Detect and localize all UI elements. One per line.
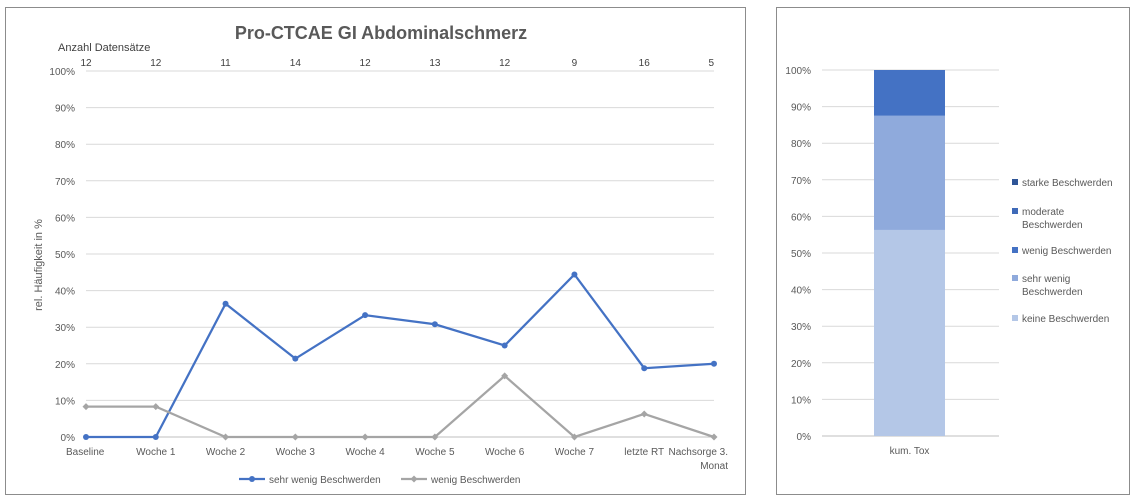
y-tick-label: 0%: [797, 432, 812, 443]
x-tick-label: kum. Tox: [890, 446, 930, 457]
data-point: [571, 271, 578, 278]
data-point: [222, 433, 230, 441]
legend-swatch: [1012, 179, 1018, 185]
y-tick-label: 100%: [785, 66, 811, 77]
data-point: [152, 434, 159, 440]
legend-swatch: [1012, 275, 1018, 281]
y-tick-label: 10%: [791, 395, 811, 406]
x-tick-label: letzte RT: [624, 447, 664, 458]
data-point: [501, 342, 508, 349]
x-tick-label: Woche 2: [206, 447, 246, 458]
data-point: [361, 433, 369, 441]
y-tick-label: 60%: [55, 213, 75, 224]
data-point: [431, 433, 439, 441]
y-tick-label: 100%: [49, 67, 75, 78]
y-tick-label: 90%: [791, 103, 811, 114]
x-tick-label: Woche 7: [555, 447, 595, 458]
data-point: [292, 355, 299, 362]
count-label: 11: [220, 58, 231, 69]
bar-segment: [874, 229, 945, 436]
bar-segment: [874, 70, 945, 116]
y-tick-label: 30%: [55, 323, 75, 334]
count-label: 13: [429, 58, 441, 69]
x-tick-label: Woche 6: [485, 447, 525, 458]
data-point: [362, 312, 369, 319]
legend-label: sehr wenig Beschwerden: [269, 475, 381, 486]
chart-title: Pro-CTCAE GI Abdominalschmerz: [235, 23, 527, 43]
x-tick-label: Baseline: [66, 447, 105, 458]
y-tick-label: 40%: [55, 287, 75, 298]
y-tick-label: 80%: [791, 139, 811, 150]
data-point: [501, 372, 509, 380]
data-point: [431, 321, 438, 328]
legend-swatch: [1012, 208, 1018, 214]
legend-label: wenig Beschwerden: [1021, 246, 1112, 257]
bar-segment: [874, 115, 945, 230]
top-axis-label: Anzahl Datensätze: [58, 42, 150, 54]
x-tick-label: Woche 1: [136, 447, 176, 458]
legend-marker: [249, 476, 255, 482]
count-label: 16: [639, 58, 651, 69]
stacked-bar-panel: 0% 10% 20% 30% 40% 50% 60% 70% 80% 90% 100% kum. T…: [776, 7, 1130, 495]
x-tick-label: Woche 5: [415, 447, 455, 458]
count-label: 12: [150, 58, 162, 69]
data-point: [570, 433, 578, 441]
line-chart-panel: Pro-CTCAE GI Abdominalschmerz Anzahl Dat…: [5, 7, 746, 495]
y-tick-label: 60%: [791, 212, 811, 223]
count-label: 12: [360, 58, 372, 69]
y-tick-label: 20%: [55, 360, 75, 371]
y-tick-label: 20%: [791, 359, 811, 370]
legend-label: moderate Beschwerden: [1022, 207, 1083, 231]
legend-label: keine Beschwerden: [1022, 314, 1109, 325]
data-point: [291, 433, 299, 441]
legend-swatch: [1012, 315, 1018, 321]
data-point: [222, 300, 229, 307]
stacked-bar-chart: 0% 10% 20% 30% 40% 50% 60% 70% 80% 90% 100% kum. T…: [785, 66, 1113, 457]
data-point: [711, 360, 717, 367]
data-point: [83, 434, 89, 440]
legend-label: sehr wenig Beschwerden: [1022, 274, 1083, 298]
y-tick-label: 70%: [791, 176, 811, 187]
legend-swatch: [1012, 247, 1018, 253]
x-tick-label: Woche 3: [276, 447, 316, 458]
legend-label: starke Beschwerden: [1022, 178, 1113, 189]
count-label: 12: [499, 58, 511, 69]
series-line: [86, 272, 715, 439]
legend-marker: [410, 475, 418, 483]
y-tick-label: 70%: [55, 177, 75, 188]
count-label: 14: [290, 58, 302, 69]
y-axis-title: rel. Häufigkeit in %: [33, 219, 45, 311]
count-label: 9: [572, 58, 578, 69]
y-tick-label: 80%: [55, 140, 75, 151]
legend-label: wenig Beschwerden: [430, 475, 521, 486]
series-line: [86, 374, 715, 439]
data-point: [82, 403, 90, 411]
data-point: [152, 403, 160, 411]
count-label: 5: [708, 58, 714, 69]
data-point: [640, 410, 648, 418]
data-point: [710, 433, 718, 441]
y-tick-label: 50%: [791, 249, 811, 260]
data-point: [641, 365, 648, 372]
x-tick-label: Woche 4: [345, 447, 385, 458]
y-tick-label: 50%: [55, 250, 75, 261]
y-tick-label: 10%: [55, 396, 75, 407]
line-chart: Pro-CTCAE GI Abdominalschmerz Anzahl Dat…: [33, 23, 729, 486]
count-label: 12: [80, 58, 92, 69]
y-tick-label: 30%: [791, 322, 811, 333]
x-tick-label: Nachsorge 3. Monat: [669, 447, 729, 472]
y-tick-label: 40%: [791, 286, 811, 297]
y-tick-label: 90%: [55, 104, 75, 115]
y-tick-label: 0%: [61, 433, 76, 444]
